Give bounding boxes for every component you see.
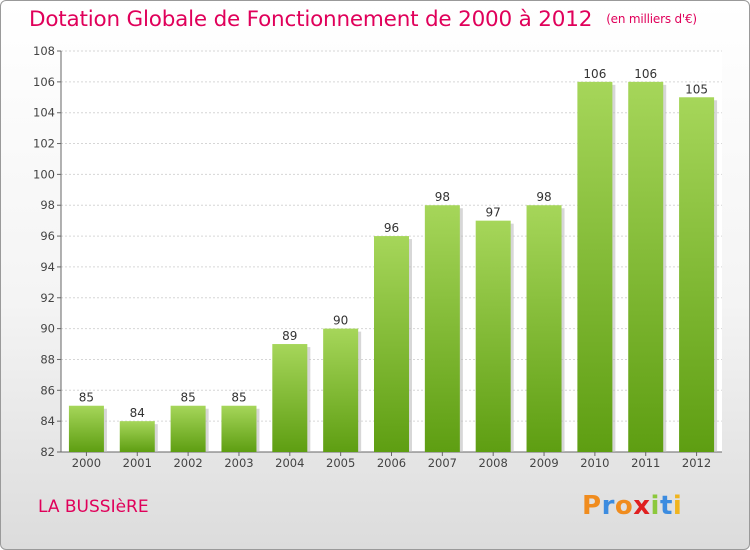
y-tick-label: 106 <box>33 75 55 89</box>
data-label: 85 <box>180 391 195 405</box>
logo-letter: i <box>650 491 660 521</box>
labels: 82 84 86 88 90 92 94 96 98 100 102 104 106 108 85 2000 8… <box>33 44 711 470</box>
x-tick-label: 2006 <box>377 456 406 470</box>
bar <box>221 405 257 452</box>
bar <box>272 344 308 452</box>
x-tick-label: 2003 <box>224 456 253 470</box>
x-tick-label: 2005 <box>326 456 355 470</box>
bar <box>323 328 359 452</box>
chart-subtitle: (en milliers d'€) <box>606 12 697 26</box>
bar <box>475 220 511 452</box>
bar <box>679 97 715 453</box>
logo-letter: x <box>633 491 651 521</box>
x-tick-label: 2002 <box>173 456 202 470</box>
bar <box>68 405 104 452</box>
data-label: 106 <box>583 67 606 81</box>
logo-letter: o <box>614 491 634 521</box>
y-tick-label: 96 <box>40 229 55 243</box>
data-label: 89 <box>282 329 297 343</box>
data-label: 98 <box>536 190 551 204</box>
bar <box>374 236 409 452</box>
place-name: LA BUSSIèRE <box>38 497 149 517</box>
bar <box>119 421 155 452</box>
title-text: Dotation Globale de Fonctionnement de 20… <box>29 7 593 32</box>
x-tick-label: 2004 <box>275 456 304 470</box>
bar <box>170 405 206 452</box>
logo-letter: P <box>582 491 602 521</box>
chart-title: Dotation Globale de Fonctionnement de 20… <box>29 7 697 32</box>
bars <box>68 81 718 453</box>
y-tick-label: 92 <box>40 291 55 305</box>
x-tick-label: 2000 <box>72 456 101 470</box>
data-label: 106 <box>634 67 657 81</box>
x-tick-label: 2007 <box>428 456 457 470</box>
x-tick-label: 2008 <box>479 456 508 470</box>
y-tick-label: 98 <box>40 198 55 212</box>
y-tick-label: 94 <box>40 260 55 274</box>
x-tick-label: 2012 <box>682 456 711 470</box>
logo-letter: t <box>659 491 673 521</box>
proxiti-logo: Proxiti <box>582 491 682 521</box>
x-tick-label: 2009 <box>529 456 558 470</box>
logo-letter: r <box>601 491 615 521</box>
data-label: 84 <box>130 406 145 420</box>
data-label: 98 <box>435 190 450 204</box>
bar <box>628 81 664 452</box>
y-tick-label: 84 <box>40 414 55 428</box>
y-tick-label: 90 <box>40 322 55 336</box>
data-label: 85 <box>231 391 246 405</box>
x-tick-label: 2001 <box>123 456 152 470</box>
y-tick-label: 102 <box>33 137 55 151</box>
y-tick-label: 88 <box>40 352 55 366</box>
bar <box>424 205 460 452</box>
data-label: 96 <box>384 221 399 235</box>
y-tick-label: 108 <box>33 44 55 58</box>
data-label: 97 <box>486 206 501 220</box>
bar <box>577 81 613 452</box>
x-tick-label: 2011 <box>631 456 660 470</box>
y-tick-label: 86 <box>40 383 55 397</box>
data-label: 90 <box>333 314 348 328</box>
y-tick-label: 100 <box>33 167 55 181</box>
y-tick-label: 104 <box>33 106 55 120</box>
data-label: 85 <box>79 391 94 405</box>
x-tick-label: 2010 <box>580 456 609 470</box>
y-tick-label: 82 <box>40 445 55 459</box>
logo-letter: i <box>672 491 683 521</box>
bar <box>526 205 562 452</box>
data-label: 105 <box>685 82 708 96</box>
